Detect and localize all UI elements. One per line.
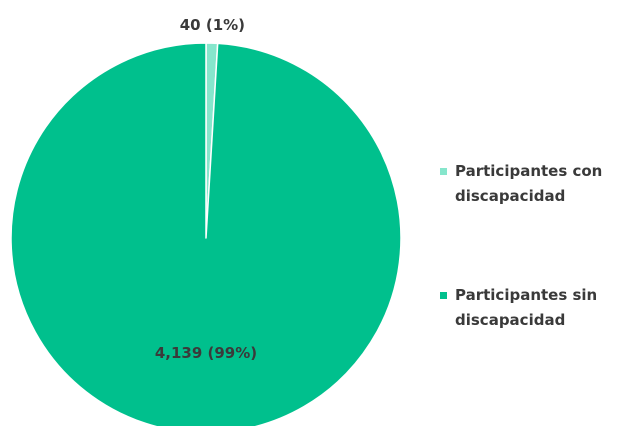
legend: Participantes con discapacidad Participant…	[440, 162, 602, 329]
legend-label-0-line-0: Participantes con	[455, 162, 602, 180]
legend-label-0-line-1: discapacidad	[455, 187, 565, 205]
legend-swatch-1	[440, 292, 447, 299]
pie-slice-1	[10, 42, 402, 426]
pie-slices	[10, 42, 402, 426]
data-label-1: 4,139 (99%)	[155, 344, 257, 362]
data-label-0: 40 (1%)	[180, 16, 245, 34]
legend-label-1-line-1: discapacidad	[455, 311, 565, 329]
legend-swatch-0	[440, 168, 447, 175]
legend-label-1-line-0: Participantes sin	[455, 286, 597, 304]
data-labels: 40 (1%) 4,139 (99%)	[155, 16, 257, 362]
